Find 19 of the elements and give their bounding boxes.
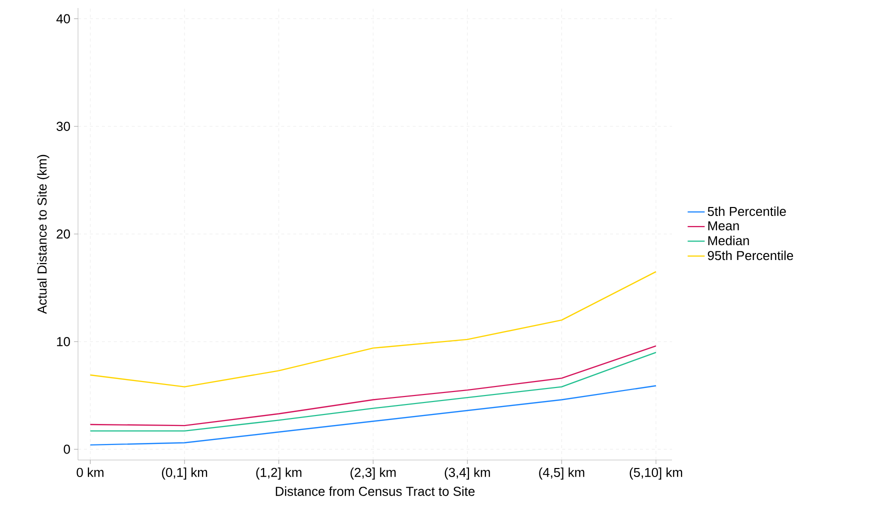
y-tick-label: 40 [56, 14, 70, 24]
y-tick-label: 20 [56, 229, 70, 239]
x-tick-label: (3,4] km [444, 468, 490, 480]
x-tick-label: (0,1] km [162, 468, 208, 480]
line-series [90, 271, 657, 388]
x-tick-label: (4,5] km [539, 468, 584, 480]
y-tick-label: 10 [57, 337, 70, 346]
x-tick-label: (5,10] km [630, 468, 682, 480]
x-tick-label: (2,3] km [350, 468, 396, 480]
x-tick-label: (1,2] km [256, 468, 302, 480]
y-tick-label: 30 [56, 122, 70, 131]
y-axis-title: Actual Distance to Site (km) [37, 154, 50, 314]
y-tick-label: 0 [64, 444, 70, 454]
legend-label: Mean [708, 221, 739, 230]
legend-label: Median [708, 236, 749, 246]
x-tick-label: 0 km [76, 468, 104, 478]
legend-label: 95th Percentile [708, 250, 794, 260]
legend-label: 5th Percentile [708, 206, 786, 216]
x-axis-title: Distance from Census Tract to Site [276, 486, 475, 496]
